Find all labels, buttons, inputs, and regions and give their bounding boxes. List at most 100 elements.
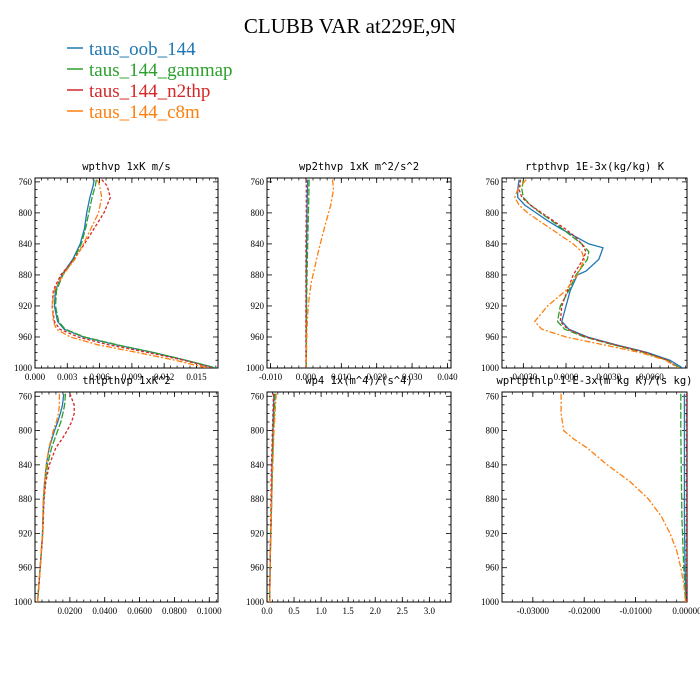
panel-5-title: wprtpthlp 1-E-3x(m kg K)/(s kg) [497,375,693,387]
panel-1-series-taus_144_gammap [305,179,310,368]
panel-0-series-taus_144_n2thp [51,179,213,368]
panel-1-frame [266,177,452,369]
panel-3-ytick-label: 960 [19,563,33,573]
panel-0-xtick-label: 0.009 [122,372,143,382]
panel-0-xtick-label: 0.000 [25,372,46,382]
legend-entry-1: taus_144_gammap [67,60,233,81]
panel-4-xtick-label: 0.5 [288,606,300,616]
panel-5-ytick-label: 960 [486,563,500,573]
panel-0-title: wpthvp 1xK m/s [82,161,171,173]
panel-2-series-taus_144_n2thp [518,179,679,368]
panel-0-frame [34,177,219,369]
panel-4-ytick-label: 960 [251,563,265,573]
panel-1-ytick-label: 760 [251,177,265,187]
panel-2: rtpthvp 1E-3x(kg/kg) K 760 800 840 880 920 960… [481,161,688,382]
panel-0-ytick-label: 800 [19,208,33,218]
panel-3-ytick-label: 760 [19,391,33,401]
panel-0-xtick-label: 0.012 [154,372,174,382]
panel-1-ytick-label: 920 [251,301,265,311]
figure-title: CLUBB VAR at229E,9N [244,14,456,38]
panel-1-xtick-label: 0.030 [402,372,423,382]
panel-0-ytick-label: 920 [19,301,33,311]
panel-0-ytick-label: 840 [19,239,33,249]
panel-0-ytick-label: 880 [19,270,33,280]
panel-5: wprtpthlp 1-E-3x(m kg K)/(s kg) 760 800 840… [481,375,700,616]
panel-1-xtick-label: 0.040 [437,372,458,382]
panel-3-xtick-label: 0.0400 [92,606,117,616]
panel-4-xtick-label: 0.0 [261,606,273,616]
legend-label-3: taus_144_c8m [89,102,200,123]
panel-5-ytick-label: 800 [486,426,500,436]
panel-1-title: wp2thvp 1xK m^2/s^2 [299,161,419,173]
panel-2-series-group [514,179,684,368]
panel-5-ytick-label: 1000 [481,597,500,607]
panel-3-series-taus_144_c8m [36,393,61,602]
panel-0-xtick-label: 0.006 [89,372,110,382]
panel-1-xtick-label: -0.010 [259,372,283,382]
panel-5-ytick-label: 920 [486,528,500,538]
panel-2-xtick-label: 0.0000 [554,372,579,382]
panel-5-series-taus_oob_144 [683,393,687,602]
panel-1-ytick-label: 960 [251,332,265,342]
panel-4-title: wp4 1x(m^4)/(s^4) [305,375,412,387]
panel-5-series-taus_144_c8m [560,393,687,602]
legend: taus_oob_144 taus_144_gammap taus_144_n2… [67,39,233,123]
panel-1: wp2thvp 1xK m^2/s^2 760 800 840 880 920 960 100… [246,161,458,382]
panel-5-xtick-label: -0.01000 [619,606,652,616]
panel-3-frame [34,391,219,603]
panel-4-series-group [269,393,277,602]
panel-0-xtick-label: 0.015 [186,372,207,382]
panel-3-title: thlpthvp 1xK^2 [82,375,171,387]
panel-4-xtick-label: 1.0 [315,606,327,616]
legend-entry-2: taus_144_n2thp [67,81,210,102]
panel-2-ytick-label: 840 [486,239,500,249]
panel-4-xtick-label: 1.5 [343,606,355,616]
legend-label-2: taus_144_n2thp [89,81,210,102]
panel-4-frame [266,391,452,603]
panel-2-title: rtpthvp 1E-3x(kg/kg) K [525,161,665,173]
panel-1-ytick-label: 800 [251,208,265,218]
panel-0-series-group [51,179,216,368]
panel-4-ytick-label: 1000 [246,597,265,607]
panel-2-ytick-label: 800 [486,208,500,218]
panel-2-ytick-label: 1000 [481,363,500,373]
panel-0-ytick-label: 1000 [14,363,33,373]
panel-0: wpthvp 1xK m/s76080084088092096010000.00… [14,161,219,382]
panel-0-xtick-label: 0.003 [57,372,78,382]
panel-0-series-taus_144_gammap [54,179,216,368]
panel-4-ytick-label: 800 [251,426,265,436]
panel-5-ytick-label: 760 [486,391,500,401]
panel-2-series-taus_144_gammap [521,179,681,368]
panel-1-xtick-label: 0.010 [331,372,352,382]
panel-5-series-group [560,393,687,602]
panel-0-series-taus_oob_144 [53,179,216,368]
panel-1-xtick-label: 0.020 [367,372,388,382]
panel-2-xtick-label: 0.0030 [596,372,621,382]
panel-3-series-group [36,393,75,602]
panel-3-series-taus_144_gammap [36,393,67,602]
legend-entry-0: taus_oob_144 [67,39,196,60]
panel-4-xtick-label: 2.5 [397,606,409,616]
panel-5-xtick-label: -0.02000 [568,606,601,616]
panel-0-ytick-label: 960 [19,332,33,342]
panel-2-frame [501,177,688,369]
panel-4-xtick-label: 3.0 [424,606,436,616]
panel-2-ytick-label: 960 [486,332,500,342]
legend-label-0: taus_oob_144 [89,39,196,60]
panel-5-series-taus_144_gammap [680,393,687,602]
panel-4-xtick-label: 2.0 [370,606,382,616]
panel-3-xtick-label: 0.0200 [57,606,82,616]
panel-3-xtick-label: 0.1000 [197,606,222,616]
panel-1-series-group [305,179,335,368]
panel-3-ytick-label: 920 [19,528,33,538]
panel-2-series-taus_144_c8m [514,179,679,368]
panel-3-xtick-label: 0.0800 [162,606,187,616]
panel-1-ytick-label: 840 [251,239,265,249]
panel-1-ytick-label: 880 [251,270,265,280]
panel-5-xtick-label: 0.00000 [672,606,700,616]
panel-2-series-taus_oob_144 [517,179,684,368]
panel-1-series-taus_144_c8m [305,179,335,368]
panel-1-ytick-label: 1000 [246,363,265,373]
panel-4-series-taus_144_c8m [269,393,277,602]
